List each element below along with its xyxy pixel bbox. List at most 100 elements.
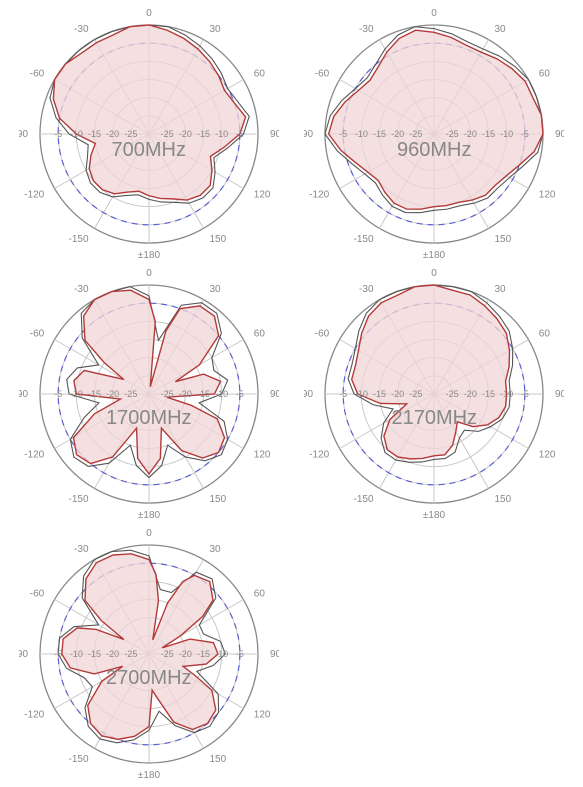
angle-tick-label: -120	[24, 190, 44, 201]
radial-tick-label: -15	[197, 129, 210, 139]
angle-tick-label: 150	[209, 754, 226, 765]
angle-tick-label: -120	[309, 190, 329, 201]
angle-tick-label: 90	[270, 649, 279, 660]
angle-tick-label: ±180	[138, 770, 161, 781]
polar-wrapper: -25-25-20-20-15-15-10-10-5-5±180-150-120…	[19, 4, 279, 264]
primary-trace	[352, 285, 510, 459]
radial-tick-label: -25	[124, 649, 137, 659]
radial-tick-label: -25	[124, 389, 137, 399]
radial-tick-label: -15	[197, 649, 210, 659]
chart-2170: -25-25-20-20-15-15-10-10-5-5±180-150-120…	[304, 264, 564, 524]
angle-tick-label: 150	[495, 494, 512, 505]
angle-tick-label: 150	[209, 234, 226, 245]
radial-tick-label: -10	[70, 389, 83, 399]
angle-tick-label: 60	[254, 329, 266, 340]
angle-tick-label: -150	[354, 234, 374, 245]
radial-tick-label: -10	[215, 129, 228, 139]
radial-tick-label: -20	[106, 129, 119, 139]
radial-tick-label: -25	[124, 129, 137, 139]
radial-tick-label: -5	[54, 389, 62, 399]
angle-tick-label: -30	[74, 284, 89, 295]
angle-tick-label: 120	[539, 190, 556, 201]
angle-tick-label: 30	[209, 284, 221, 295]
radial-tick-label: -20	[179, 649, 192, 659]
radial-tick-label: -10	[355, 389, 368, 399]
polar-wrapper: -25-25-20-20-15-15-10-10-5-5±180-150-120…	[304, 264, 564, 524]
angle-tick-label: 120	[539, 450, 556, 461]
radial-tick-label: -10	[215, 649, 228, 659]
radial-tick-label: -5	[236, 649, 244, 659]
chart-2700: -25-25-20-20-15-15-10-10-5-5±180-150-120…	[19, 524, 279, 784]
radial-tick-label: -20	[391, 389, 404, 399]
angle-tick-label: -60	[315, 69, 330, 80]
angle-tick-label: 30	[495, 24, 507, 35]
radial-tick-label: -5	[236, 389, 244, 399]
radial-tick-label: -25	[410, 129, 423, 139]
angle-tick-label: -30	[74, 544, 89, 555]
angle-tick-label: 0	[431, 8, 437, 19]
radial-tick-label: -10	[215, 389, 228, 399]
radial-tick-label: -15	[482, 389, 495, 399]
radial-tick-label: -10	[500, 129, 513, 139]
primary-trace	[73, 290, 224, 474]
angle-tick-label: 30	[495, 284, 507, 295]
angle-tick-label: -120	[24, 710, 44, 721]
angle-tick-label: -150	[68, 234, 88, 245]
angle-tick-label: -30	[359, 284, 374, 295]
angle-tick-label: 120	[254, 710, 271, 721]
radial-tick-label: -5	[339, 389, 347, 399]
radial-tick-label: -25	[160, 649, 173, 659]
angle-tick-label: -150	[354, 494, 374, 505]
angle-tick-label: 120	[254, 450, 271, 461]
angle-tick-label: -60	[30, 69, 45, 80]
angle-tick-label: -30	[74, 24, 89, 35]
chart-960: -25-25-20-20-15-15-10-10-5-5±180-150-120…	[304, 4, 564, 264]
chart-cell: -25-25-20-20-15-15-10-10-5-5±180-150-120…	[6, 264, 292, 524]
radial-tick-label: -5	[521, 389, 529, 399]
radial-tick-label: -10	[70, 649, 83, 659]
angle-tick-label: 0	[146, 8, 152, 19]
radial-tick-label: -25	[160, 129, 173, 139]
angle-tick-label: 60	[254, 589, 266, 600]
radial-tick-label: -5	[54, 129, 62, 139]
primary-trace	[53, 25, 245, 200]
angle-tick-label: 90	[270, 389, 279, 400]
angle-tick-label: ±180	[138, 510, 161, 521]
radial-tick-label: -25	[446, 129, 459, 139]
radial-tick-label: -15	[373, 389, 386, 399]
angle-tick-label: ±180	[138, 250, 161, 261]
page: -25-25-20-20-15-15-10-10-5-5±180-150-120…	[0, 0, 583, 787]
radial-tick-label: -15	[373, 129, 386, 139]
chart-cell: -25-25-20-20-15-15-10-10-5-5±180-150-120…	[6, 524, 292, 784]
angle-tick-label: 0	[431, 268, 437, 279]
angle-tick-label: -90	[19, 129, 28, 140]
angle-tick-label: -60	[30, 589, 45, 600]
chart-cell: -25-25-20-20-15-15-10-10-5-5±180-150-120…	[6, 4, 292, 264]
angle-tick-label: 120	[254, 190, 271, 201]
angle-tick-label: 150	[209, 494, 226, 505]
chart-700: -25-25-20-20-15-15-10-10-5-5±180-150-120…	[19, 4, 279, 264]
radial-tick-label: -10	[70, 129, 83, 139]
radial-tick-label: -25	[446, 389, 459, 399]
angle-tick-label: 0	[146, 528, 152, 539]
chart-1700: -25-25-20-20-15-15-10-10-5-5±180-150-120…	[19, 264, 279, 524]
radial-tick-label: -10	[355, 129, 368, 139]
angle-tick-label: 30	[209, 544, 221, 555]
radial-tick-label: -15	[88, 649, 101, 659]
radial-tick-label: -20	[179, 129, 192, 139]
angle-tick-label: 90	[555, 129, 564, 140]
radial-tick-label: -20	[106, 389, 119, 399]
polar-wrapper: -25-25-20-20-15-15-10-10-5-5±180-150-120…	[19, 524, 279, 784]
chart-grid: -25-25-20-20-15-15-10-10-5-5±180-150-120…	[0, 0, 583, 787]
angle-tick-label: ±180	[423, 250, 446, 261]
angle-tick-label: 60	[539, 329, 551, 340]
angle-tick-label: -90	[304, 389, 313, 400]
angle-tick-label: -90	[19, 389, 28, 400]
radial-tick-label: -5	[521, 129, 529, 139]
radial-tick-label: -5	[339, 129, 347, 139]
radial-tick-label: -20	[106, 649, 119, 659]
radial-tick-label: -15	[197, 389, 210, 399]
chart-cell: -25-25-20-20-15-15-10-10-5-5±180-150-120…	[292, 4, 578, 264]
radial-tick-label: -15	[482, 129, 495, 139]
radial-tick-label: -20	[464, 389, 477, 399]
